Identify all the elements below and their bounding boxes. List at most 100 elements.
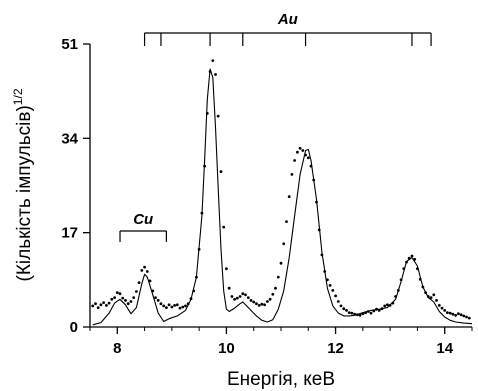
data-point [230, 295, 234, 298]
data-point [99, 303, 103, 307]
data-point [181, 305, 185, 309]
data-point [235, 296, 239, 300]
data-point [184, 304, 187, 308]
annotation-au: Au [143, 11, 432, 46]
data-point [372, 309, 376, 313]
data-point [279, 261, 283, 265]
data-point [137, 281, 141, 284]
data-point [274, 286, 277, 290]
data-point [96, 306, 100, 309]
annotation-label: Au [277, 11, 298, 28]
data-point [216, 114, 220, 118]
data-point [437, 304, 441, 307]
data-point [285, 220, 288, 224]
data-point [257, 304, 261, 307]
data-point [260, 302, 264, 306]
data-point [435, 299, 438, 302]
data-point [328, 284, 332, 287]
data-point [241, 292, 245, 296]
data-point [315, 200, 318, 204]
data-point [200, 211, 204, 215]
data-point [426, 295, 430, 298]
data-point [366, 310, 370, 313]
x-tick-label: 8 [113, 340, 121, 357]
data-point [94, 302, 97, 306]
data-point [334, 294, 337, 298]
data-point [165, 306, 168, 309]
data-point [339, 304, 343, 308]
data-point [268, 297, 272, 301]
data-point [306, 156, 310, 160]
data-point [173, 304, 177, 307]
data-point [178, 306, 182, 310]
data-point [317, 228, 321, 232]
data-point [121, 296, 125, 300]
data-point [167, 303, 171, 307]
data-point [293, 159, 296, 162]
data-point [347, 311, 351, 314]
data-point [312, 178, 316, 182]
data-point [342, 307, 346, 311]
x-axis-title: Енергія, кеВ [227, 369, 335, 390]
data-point [266, 300, 269, 303]
data-point [429, 296, 433, 299]
data-point [459, 313, 463, 317]
data-point [418, 277, 422, 281]
data-point [214, 73, 217, 76]
data-point [446, 311, 449, 314]
data-point [457, 312, 460, 316]
data-point [345, 309, 348, 312]
data-point [287, 195, 291, 199]
data-point [233, 297, 237, 301]
data-point [402, 267, 406, 271]
data-point [135, 290, 138, 293]
y-axis-title-superscript: 1/2 [11, 88, 25, 105]
data-point [271, 292, 275, 296]
data-point [331, 289, 335, 292]
data-point [211, 59, 215, 62]
data-point [115, 291, 119, 294]
x-tick-label: 12 [327, 340, 344, 357]
data-point [197, 247, 201, 251]
data-point [282, 242, 286, 246]
data-point [407, 256, 411, 260]
data-point [394, 295, 397, 298]
data-point [192, 289, 196, 293]
data-point [380, 307, 384, 311]
data-point [140, 269, 144, 272]
data-point [462, 314, 466, 318]
annotations: Cu Au [119, 11, 432, 242]
data-point [118, 292, 122, 296]
data-point [290, 173, 294, 176]
data-point [301, 149, 305, 152]
data-point [102, 301, 105, 304]
data-point [364, 311, 367, 314]
data-point [375, 307, 378, 311]
data-point [369, 311, 373, 315]
data-point [386, 303, 389, 307]
data-point [388, 304, 392, 307]
y-tick-label: 34 [61, 130, 78, 147]
data-point [156, 299, 160, 302]
data-point [396, 289, 400, 292]
series-line-group [92, 68, 473, 326]
data-point [110, 297, 114, 301]
data-point [416, 267, 419, 271]
data-point [219, 170, 223, 174]
data-point [244, 293, 247, 297]
data-point [227, 286, 231, 290]
data-point [105, 304, 108, 307]
data-point [350, 311, 354, 315]
data-point [424, 291, 427, 294]
data-point [304, 153, 307, 157]
data-point [358, 313, 362, 317]
data-point [361, 312, 365, 316]
data-point [377, 309, 381, 312]
data-point [465, 315, 468, 319]
data-point [320, 253, 324, 257]
data-point [91, 304, 95, 308]
data-point [189, 297, 193, 301]
data-point [205, 112, 209, 115]
data-point [421, 285, 425, 289]
data-point [238, 295, 242, 298]
